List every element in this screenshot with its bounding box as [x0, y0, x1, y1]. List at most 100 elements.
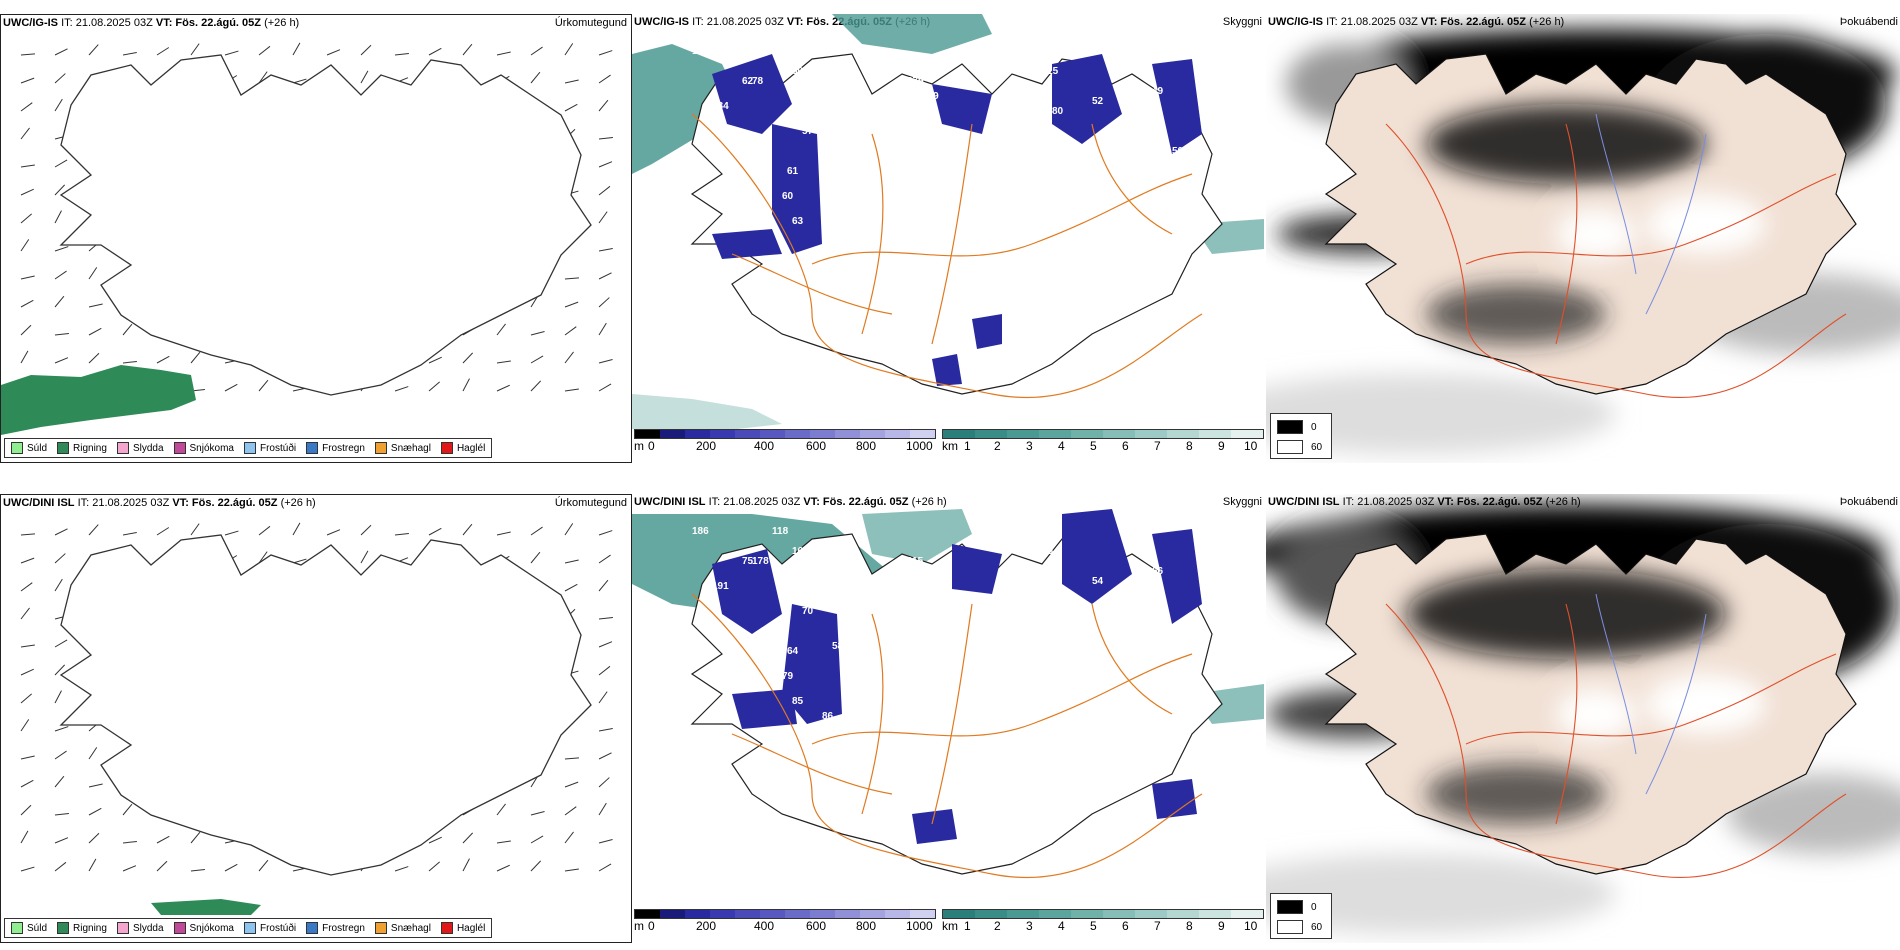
wind-barb	[598, 185, 611, 196]
wind-barb	[598, 579, 609, 592]
wind-barb	[88, 327, 102, 336]
visibility-colorbar: km 1 2 3 4 5 6 7 8 9 10	[942, 909, 1264, 937]
ceiling-value-label: 59	[822, 231, 834, 242]
wind-barb	[156, 527, 170, 536]
ceiling-value-label: 237	[802, 586, 819, 597]
panel-header: UWC/DINI ISL IT: 21.08.2025 03Z VT: Fös.…	[634, 496, 947, 508]
wind-barb	[54, 73, 66, 84]
precip-legend: Súld Rigning Slydda Snjókoma Frostúði Fr…	[4, 918, 493, 938]
wind-barb	[598, 691, 608, 704]
wind-barb	[20, 324, 32, 336]
wind-barb	[598, 665, 611, 676]
wind-barb	[564, 583, 578, 592]
wind-barb	[88, 303, 103, 308]
precip-map	[1, 42, 613, 435]
wind-barb	[598, 99, 609, 112]
wind-barb	[564, 559, 579, 564]
ceiling-value-label: 85	[1042, 546, 1054, 557]
wind-barb	[530, 71, 541, 84]
wind-barb	[122, 803, 133, 816]
ceiling-value-label: 50	[1172, 146, 1184, 157]
ceiling-value-label: 184	[712, 101, 729, 112]
wind-barb	[20, 299, 34, 308]
wind-barb	[530, 551, 541, 564]
rain-area	[151, 899, 261, 915]
fog-legend: 0 60	[1270, 413, 1332, 459]
ceiling-colorbar: m 0 200 400 600 800 1000	[634, 429, 936, 457]
wind-barb	[54, 295, 65, 308]
panel-title: Þokuábendi	[1839, 496, 1898, 508]
wind-barb	[54, 528, 68, 536]
wind-barb	[564, 388, 579, 392]
wind-barb	[122, 840, 137, 844]
wind-barb	[564, 103, 578, 112]
wind-barb	[54, 750, 67, 760]
wind-barb	[54, 184, 66, 196]
wind-barb	[598, 74, 611, 84]
wind-barb	[54, 837, 69, 844]
ceiling-value-label: 66	[1152, 566, 1164, 577]
wind-barb	[496, 323, 506, 336]
ceiling-value-label: 61	[787, 166, 799, 177]
wind-barb	[428, 356, 442, 364]
wind-barb	[530, 835, 544, 844]
rain-area	[1, 365, 196, 435]
ceiling-value-label: 279	[907, 76, 924, 87]
wind-barb	[258, 551, 268, 564]
panel-title: Úrkomutegund	[554, 17, 627, 29]
ceiling-value-label: 80	[1052, 106, 1064, 117]
ceiling-value-label: 186	[692, 526, 709, 537]
wind-barb	[462, 352, 474, 364]
ceiling-colorbar: m 0 200 400 600 800 1000	[634, 909, 936, 937]
ceiling-value-label: 70	[802, 606, 814, 617]
wind-barb	[530, 526, 543, 536]
wind-barb	[598, 247, 613, 252]
wind-barb	[428, 861, 440, 872]
wind-barb	[462, 43, 473, 56]
panel-header: UWC/IG-IS IT: 21.08.2025 03Z VT: Fös. 22…	[1268, 16, 1565, 28]
ceiling-value-label: 64	[842, 686, 854, 697]
ceiling-value-label: 57	[802, 126, 814, 137]
wind-barb	[54, 578, 63, 592]
ceiling-value-label: 86	[1172, 626, 1184, 637]
wind-barb	[20, 127, 30, 140]
ceiling-value-label: 191	[712, 581, 729, 592]
wind-barb	[496, 840, 511, 844]
wind-barb	[564, 326, 577, 336]
panel-title: Skyggni	[1222, 16, 1262, 28]
wind-barb	[122, 51, 137, 56]
wind-barb	[598, 272, 612, 280]
wind-barb	[20, 755, 35, 760]
wind-barb	[54, 664, 66, 676]
wind-barb	[564, 351, 574, 364]
wind-barb	[54, 861, 67, 872]
ceiling-value-label: 52	[1092, 96, 1104, 107]
ceiling-value-label: 69	[817, 726, 829, 737]
wind-barb	[20, 77, 35, 84]
wind-barb	[598, 802, 607, 816]
ceiling-value-label: 78	[962, 361, 974, 372]
wind-barb	[122, 531, 137, 536]
wind-barb	[122, 865, 137, 872]
wind-barb	[564, 79, 579, 84]
wind-barb	[598, 530, 613, 536]
ceiling-value-label: 670	[1002, 596, 1019, 607]
wind-barb	[20, 164, 35, 168]
visibility-map: 186 75 118 178 161 191 237 70 64 79 58 64 85 86 69 76 11…	[632, 509, 1264, 879]
wind-barb	[54, 332, 69, 336]
visibility-colorbar: km 1 2 3 4 5 6 7 8 9 10	[942, 429, 1264, 457]
wind-barb	[598, 211, 608, 224]
wind-barb	[598, 161, 613, 168]
wind-barb	[88, 858, 97, 872]
ceiling-value-label: 118	[772, 526, 789, 537]
wind-barb	[88, 524, 99, 536]
ceiling-value-label: 10	[962, 841, 974, 852]
wind-barb	[20, 830, 29, 844]
wind-barb	[224, 863, 238, 872]
wind-barb	[394, 386, 409, 392]
wind-barb	[598, 616, 613, 620]
wind-barb	[598, 863, 612, 872]
panel-title: Skyggni	[1222, 496, 1262, 508]
wind-barb	[88, 832, 100, 844]
wind-barb	[564, 781, 579, 788]
